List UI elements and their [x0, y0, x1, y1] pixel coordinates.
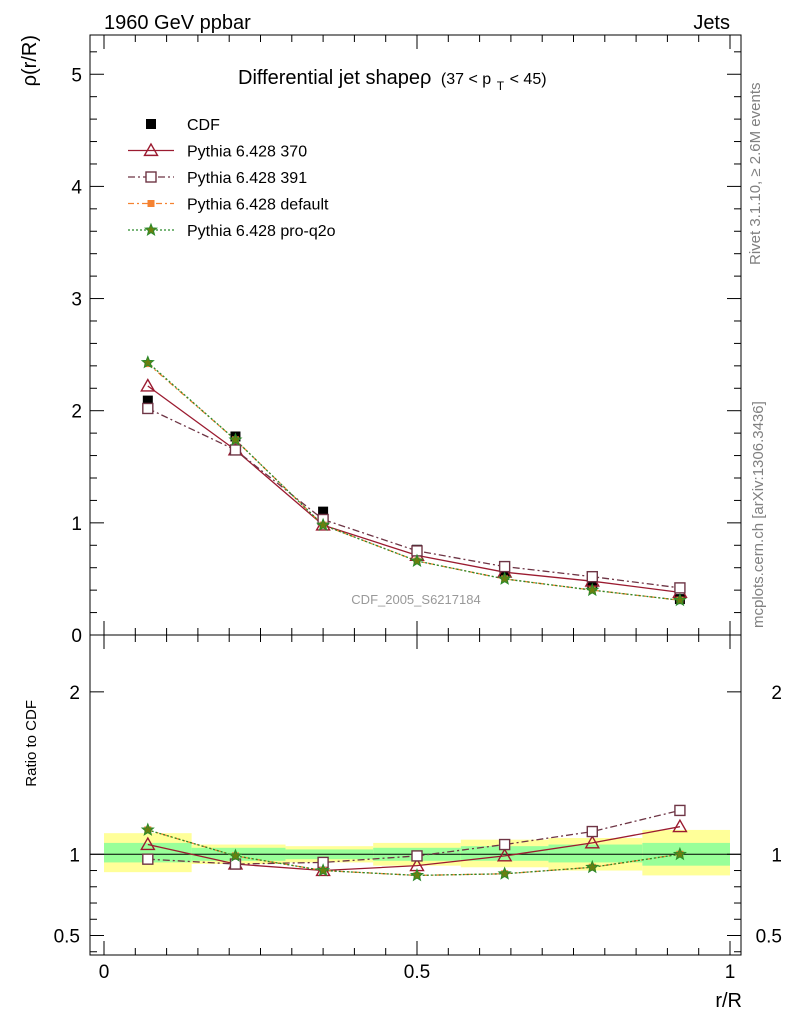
ratio-frame	[89, 634, 742, 956]
mcplots-label: mcplots.cern.ch [arXiv:1306.3436]	[750, 401, 767, 628]
main-series-lines	[140, 355, 688, 607]
ratio-ytick-label-right-2: 2	[771, 683, 782, 704]
main-point-2-5	[586, 570, 598, 583]
main-point-2-1	[229, 444, 242, 456]
legend-label-0: CDF	[187, 117, 220, 134]
legend-label-3: Pythia 6.428 default	[187, 197, 329, 214]
legend: CDF Pythia 6.428 370 Pythia 6.428 391 Pythi…	[128, 117, 336, 240]
legend-marker-0	[146, 119, 156, 129]
rivet-label: Rivet 3.1.10, ≥ 2.6M events	[747, 83, 764, 266]
band-green-5	[548, 844, 643, 863]
legend-marker-4	[143, 222, 159, 236]
main-ylabel: ρ(r/R)	[19, 35, 41, 86]
x-tick-label-1: 0.5	[404, 962, 430, 983]
band-green-4	[460, 846, 549, 861]
ratio-point-3-6	[672, 846, 687, 861]
ratio-ytick-label-left-1: 1	[69, 845, 80, 866]
ratio-point-1-5	[586, 825, 598, 838]
main-point-4-1	[228, 432, 243, 446]
main-point-4-5	[585, 582, 600, 597]
ratio-point-3-4	[497, 866, 512, 880]
ratio-ylabel: Ratio to CDF	[23, 700, 40, 787]
main-title-suffix: (37 < p	[441, 71, 491, 88]
ratio-series-lines	[140, 804, 688, 882]
main-ytick-label-4: 4	[71, 177, 82, 198]
ratio-ytick-label-right-1: 1	[771, 845, 782, 866]
main-ytick-label-3: 3	[71, 290, 82, 311]
x-tick-label-2: 1	[725, 962, 736, 983]
main-title-subscript: T	[497, 79, 505, 93]
main-point-4-3	[409, 553, 425, 567]
ratio-xlabel: r/R	[715, 990, 742, 1012]
main-title-text: Differential jet shapeρ	[238, 67, 431, 89]
ratio-point-3-1	[228, 848, 243, 862]
header-right: Jets	[693, 12, 730, 34]
header-left: 1960 GeV ppbar	[104, 12, 251, 34]
ratio-point-1-4	[498, 838, 511, 851]
ratio-point-3-3	[409, 868, 425, 882]
ratio-point-1-6	[674, 804, 686, 817]
main-point-2-4	[498, 560, 511, 573]
ratio-point-0-6	[672, 818, 688, 833]
legend-marker-1	[143, 142, 159, 157]
ratio-ytick-label-left-2: 2	[69, 683, 80, 704]
ratio-point-0-4	[496, 848, 513, 862]
main-point-4-4	[497, 571, 512, 585]
main-title: Differential jet shapeρ (37 < p T < 45)	[238, 67, 547, 95]
ratio-point-3-0	[140, 822, 155, 836]
main-point-1-0	[140, 378, 156, 392]
ratio-point-3-2	[316, 863, 331, 877]
ratio-ytick-label-right-0: 0.5	[756, 927, 782, 948]
main-ytick-label-2: 2	[71, 402, 82, 423]
axes: 0 0.5 1 0 1 2 3 4 5 0.5 0.5 1 1 2 2	[54, 34, 782, 983]
main-point-0-2	[318, 506, 329, 517]
watermark: CDF_2005_S6217184	[351, 592, 480, 607]
main-title-tail: < 45)	[510, 71, 547, 88]
main-point-4-6	[672, 592, 687, 607]
x-tick-label-0: 0	[99, 962, 110, 983]
ratio-point-1-3	[411, 850, 423, 862]
ratio-point-1-0	[142, 853, 154, 865]
main-ytick-label-0: 0	[71, 626, 82, 647]
main-ytick-label-1: 1	[71, 514, 82, 535]
main-point-4-0	[140, 355, 155, 369]
legend-label-4: Pythia 6.428 pro-q2o	[187, 223, 336, 240]
legend-marker-3	[147, 200, 155, 207]
ratio-point-0-5	[584, 835, 600, 849]
main-point-4-2	[316, 517, 331, 532]
main-point-0-0	[142, 395, 153, 406]
main-ytick-label-5: 5	[71, 65, 82, 86]
legend-label-1: Pythia 6.428 370	[187, 144, 307, 161]
legend-marker-2	[145, 171, 157, 183]
legend-label-2: Pythia 6.428 391	[187, 170, 307, 187]
ratio-point-3-5	[585, 859, 600, 874]
band-green-0	[104, 842, 192, 863]
main-point-2-0	[142, 402, 154, 415]
ratio-ytick-label-left-0: 0.5	[54, 927, 80, 948]
ratio-point-0-0	[140, 836, 156, 851]
main-point-2-6	[674, 582, 686, 594]
